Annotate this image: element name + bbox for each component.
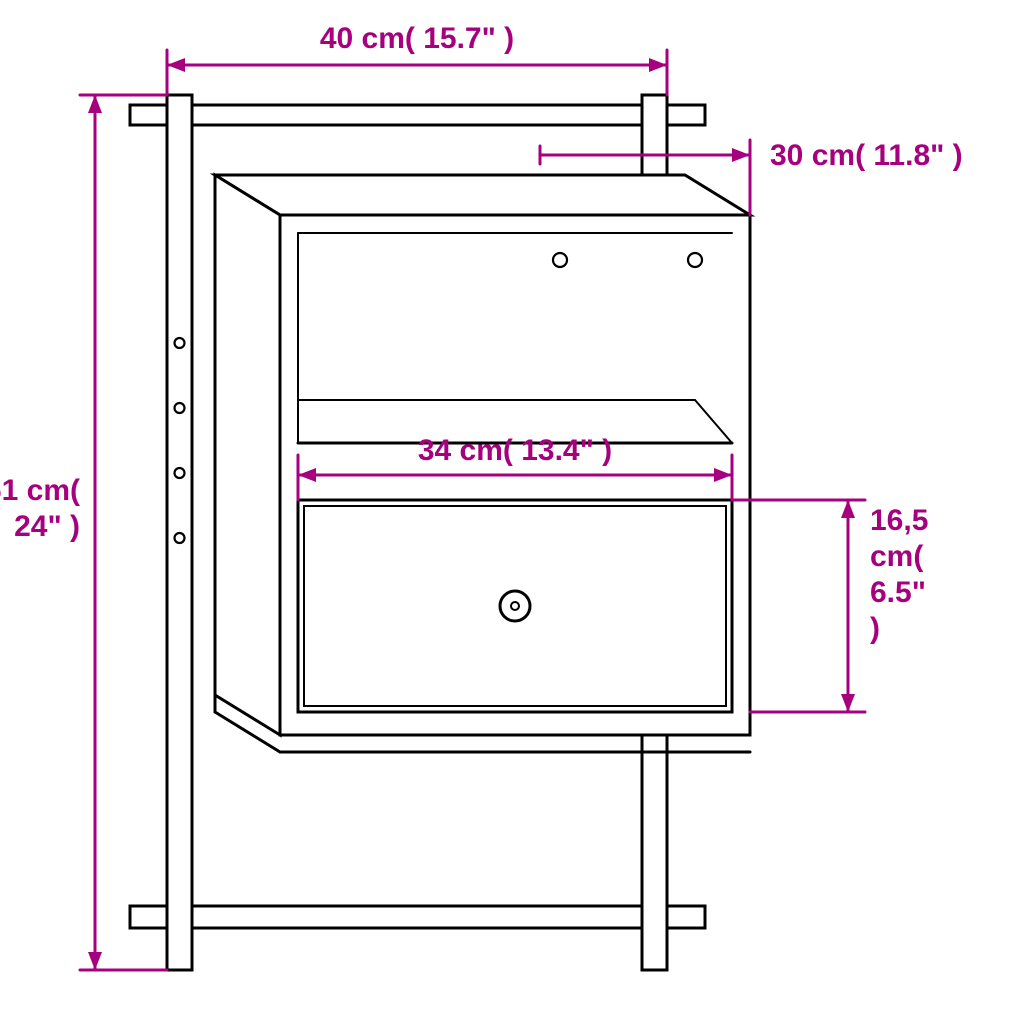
- dim-label: 6.5": [870, 576, 926, 609]
- dim-label: 40 cm( 15.7" ): [320, 22, 514, 55]
- dim-label: 16,5: [870, 504, 928, 537]
- dim-label: ): [870, 612, 880, 645]
- dim-label: 24" ): [14, 510, 80, 543]
- dim-label: 34 cm( 13.4" ): [418, 434, 612, 467]
- dim-label: 30 cm( 11.8" ): [770, 139, 963, 172]
- dim-width_40: 40 cm( 15.7" ): [167, 22, 667, 95]
- dim-height_61: 61 cm(24" ): [0, 95, 167, 970]
- product-drawing: [130, 95, 750, 970]
- dim-label: cm(: [870, 540, 923, 573]
- dim-drawer_165: 16,5cm(6.5"): [732, 500, 928, 712]
- dim-label: 61 cm(: [0, 474, 80, 507]
